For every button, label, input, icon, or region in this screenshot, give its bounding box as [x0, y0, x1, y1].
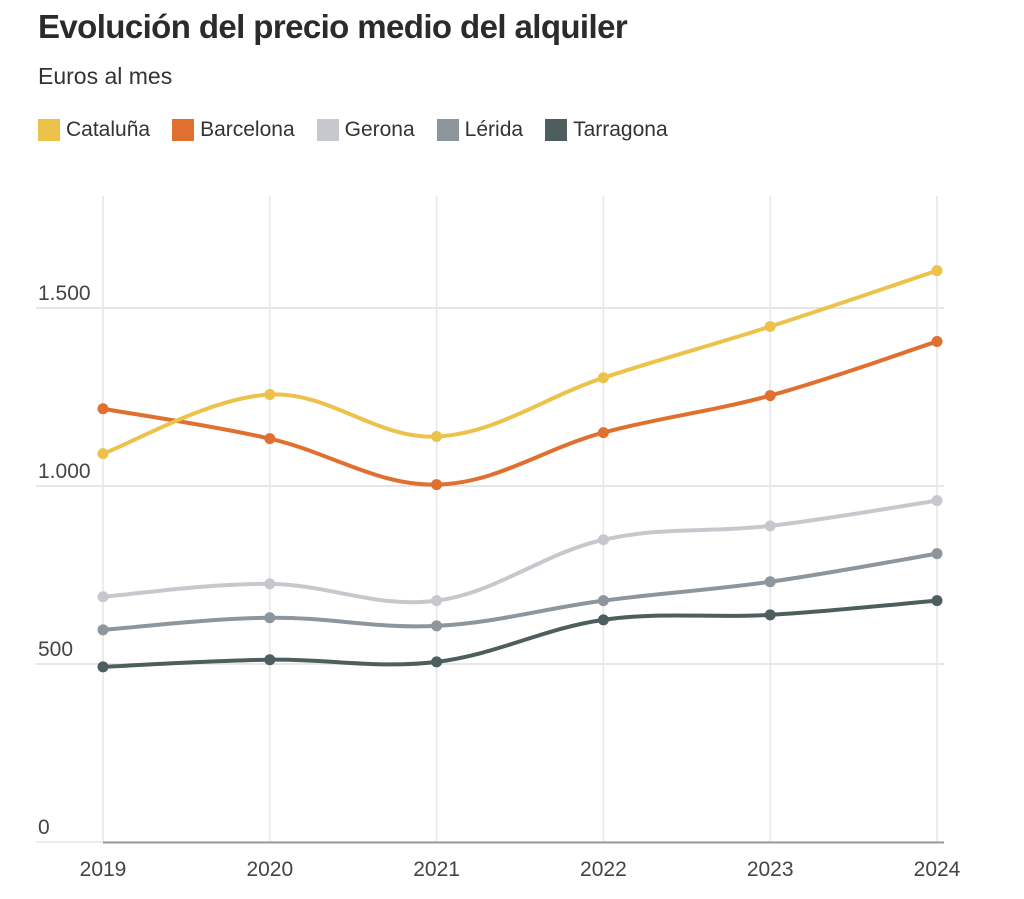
- series-lines: [97, 265, 943, 673]
- x-tick-label: 2024: [914, 858, 961, 881]
- data-point-cataluna: [764, 321, 776, 333]
- series-line-gerona: [101, 498, 939, 605]
- data-point-lerida: [431, 620, 443, 632]
- legend: Cataluña Barcelona Gerona Lérida Tarrago…: [38, 118, 690, 142]
- data-point-barcelona: [931, 335, 943, 347]
- data-point-cataluna: [264, 389, 276, 401]
- series-lerida: [97, 548, 943, 636]
- legend-label: Tarragona: [573, 118, 668, 141]
- data-point-tarragona: [97, 661, 109, 673]
- data-point-gerona: [431, 595, 443, 607]
- data-point-gerona: [931, 495, 943, 507]
- data-point-tarragona: [264, 654, 276, 666]
- data-point-cataluna: [431, 431, 443, 443]
- legend-item-barcelona[interactable]: Barcelona: [172, 118, 295, 142]
- x-tick-label: 2020: [246, 858, 293, 881]
- y-tick-label: 500: [38, 638, 73, 661]
- data-point-gerona: [264, 578, 276, 590]
- legend-swatch: [545, 119, 568, 141]
- series-gerona: [97, 495, 943, 607]
- data-point-tarragona: [931, 595, 943, 607]
- series-cataluna: [97, 265, 943, 460]
- legend-item-gerona[interactable]: Gerona: [316, 118, 415, 142]
- legend-item-tarragona[interactable]: Tarragona: [545, 118, 668, 142]
- data-point-barcelona: [597, 427, 609, 439]
- legend-label: Lérida: [464, 118, 524, 141]
- data-point-lerida: [97, 624, 109, 636]
- legend-swatch: [316, 119, 339, 141]
- legend-label: Cataluña: [66, 118, 151, 141]
- legend-item-lerida[interactable]: Lérida: [436, 118, 524, 142]
- y-tick-label: 1.500: [38, 282, 91, 305]
- data-point-cataluna: [931, 265, 943, 277]
- data-point-tarragona: [597, 614, 609, 626]
- data-point-lerida: [931, 548, 943, 560]
- x-tick-label: 2019: [80, 858, 127, 881]
- series-line-tarragona: [101, 598, 939, 669]
- legend-label: Gerona: [344, 118, 415, 141]
- x-tick-label: 2022: [580, 858, 627, 881]
- legend-swatch: [38, 119, 60, 141]
- data-point-barcelona: [97, 403, 109, 415]
- data-point-tarragona: [431, 656, 443, 668]
- data-point-lerida: [264, 612, 276, 624]
- chart-subtitle: Euros al mes: [38, 63, 173, 89]
- x-tick-label: 2021: [413, 858, 460, 881]
- chart-title: Evolución del precio medio del alquiler: [38, 8, 628, 45]
- data-point-gerona: [764, 520, 776, 532]
- series-line-lerida: [101, 551, 939, 632]
- legend-item-cataluna[interactable]: Cataluña: [38, 118, 150, 142]
- data-point-cataluna: [97, 448, 109, 460]
- x-tick-label: 2023: [747, 858, 794, 881]
- data-point-barcelona: [431, 479, 443, 491]
- data-point-lerida: [764, 576, 776, 588]
- y-tick-label: 1.000: [38, 460, 91, 483]
- series-line-cataluna: [101, 268, 939, 456]
- data-point-gerona: [597, 534, 609, 546]
- legend-swatch: [172, 119, 195, 141]
- y-tick-label: 0: [38, 816, 50, 839]
- series-line-barcelona: [101, 339, 939, 487]
- series-barcelona: [97, 335, 943, 491]
- data-point-cataluna: [597, 372, 609, 384]
- x-axis-ticks: 2019 2020 2021 2022 2023 2024: [80, 858, 961, 881]
- data-point-lerida: [597, 595, 609, 607]
- data-point-barcelona: [764, 390, 776, 402]
- data-point-gerona: [97, 591, 109, 603]
- series-tarragona: [97, 595, 943, 673]
- legend-swatch: [436, 119, 459, 141]
- data-point-tarragona: [764, 609, 776, 621]
- y-axis-ticks: 0 500 1.000 1.500: [38, 282, 91, 839]
- data-point-barcelona: [264, 433, 276, 445]
- legend-label: Barcelona: [200, 118, 295, 141]
